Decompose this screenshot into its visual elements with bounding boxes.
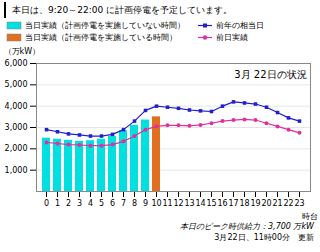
svg-text:5: 5 (99, 199, 104, 208)
svg-text:10: 10 (151, 199, 161, 208)
svg-text:22: 22 (283, 199, 293, 208)
svg-text:8: 8 (132, 199, 137, 208)
html-text:当日実績（計画停電を実施していない時間）: 当日実績（計画停電を実施していない時間） (25, 21, 185, 30)
svg-text:13: 13 (184, 199, 194, 208)
svg-text:3月 22日の状況: 3月 22日の状況 (234, 69, 306, 80)
svg-text:4: 4 (88, 199, 93, 208)
svg-text:23: 23 (294, 199, 304, 208)
html-text:前日実績: 前日実績 (216, 33, 248, 42)
html-text:本日のピーク時供給力：3,700 万kW: 本日のピーク時供給力：3,700 万kW (180, 222, 314, 231)
svg-text:2,000: 2,000 (5, 144, 28, 153)
svg-text:17: 17 (228, 199, 238, 208)
svg-text:7: 7 (121, 199, 126, 208)
svg-text:18: 18 (239, 199, 249, 208)
svg-text:3: 3 (77, 199, 82, 208)
svg-text:15: 15 (206, 199, 216, 208)
svg-text:2: 2 (66, 199, 71, 208)
svg-text:5,000: 5,000 (5, 80, 28, 89)
svg-text:19: 19 (250, 199, 260, 208)
svg-text:6,000: 6,000 (5, 59, 28, 68)
svg-text:11: 11 (162, 199, 172, 208)
svg-text:9: 9 (143, 199, 148, 208)
svg-text:1,000: 1,000 (5, 166, 28, 175)
svg-text:（万kW）: （万kW） (4, 47, 41, 56)
svg-text:12: 12 (173, 199, 183, 208)
html-text:3月22日、11時00分 更新: 3月22日、11時00分 更新 (214, 233, 314, 242)
svg-text:20: 20 (261, 199, 271, 208)
html-text:前年の相当日: 前年の相当日 (216, 21, 264, 30)
svg-text:3,000: 3,000 (5, 123, 28, 132)
html-text:当日実績（計画停電を実施している時間）: 当日実績（計画停電を実施している時間） (25, 33, 177, 42)
svg-text:21: 21 (272, 199, 282, 208)
svg-text:14: 14 (195, 199, 205, 208)
svg-text:時台: 時台 (302, 212, 318, 221)
html-text:本日は、9:20～22:00 に計画停電を予定しています。: 本日は、9:20～22:00 に計画停電を予定しています。 (12, 5, 232, 15)
svg-text:1: 1 (55, 199, 60, 208)
svg-text:16: 16 (217, 199, 227, 208)
svg-text:6: 6 (110, 199, 115, 208)
svg-text:0: 0 (44, 199, 49, 208)
svg-text:4,000: 4,000 (5, 102, 28, 111)
